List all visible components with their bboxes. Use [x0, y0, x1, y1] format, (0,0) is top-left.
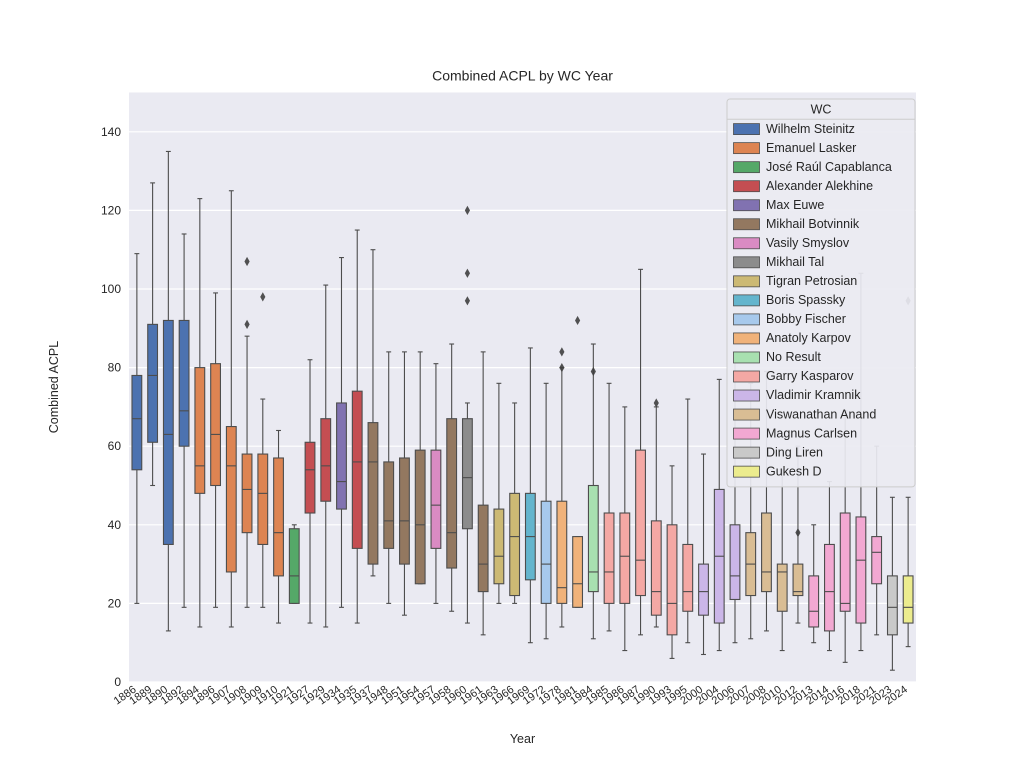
svg-text:José Raúl Capablanca: José Raúl Capablanca — [766, 160, 892, 174]
svg-text:40: 40 — [108, 518, 122, 532]
svg-text:Vladimir Kramnik: Vladimir Kramnik — [766, 388, 861, 402]
svg-text:Ding Liren: Ding Liren — [766, 445, 823, 459]
svg-text:Max Euwe: Max Euwe — [766, 198, 824, 212]
svg-text:WC: WC — [811, 103, 832, 117]
svg-text:Boris Spassky: Boris Spassky — [766, 293, 846, 307]
svg-text:No Result: No Result — [766, 350, 821, 364]
svg-text:Magnus Carlsen: Magnus Carlsen — [766, 426, 857, 440]
svg-text:Viswanathan Anand: Viswanathan Anand — [766, 407, 876, 421]
svg-text:Anatoly Karpov: Anatoly Karpov — [766, 331, 852, 345]
svg-text:Mikhail Botvinnik: Mikhail Botvinnik — [766, 217, 860, 231]
svg-text:Garry Kasparov: Garry Kasparov — [766, 369, 854, 383]
svg-text:Emanuel Lasker: Emanuel Lasker — [766, 141, 856, 155]
svg-text:Combined ACPL by WC Year: Combined ACPL by WC Year — [432, 68, 613, 84]
svg-text:Alexander Alekhine: Alexander Alekhine — [766, 179, 873, 193]
svg-text:Bobby Fischer: Bobby Fischer — [766, 312, 846, 326]
svg-text:120: 120 — [101, 203, 121, 217]
svg-text:100: 100 — [101, 282, 121, 296]
svg-text:Wilhelm Steinitz: Wilhelm Steinitz — [766, 122, 855, 136]
svg-text:Gukesh D: Gukesh D — [766, 464, 822, 478]
svg-text:60: 60 — [108, 439, 122, 453]
svg-text:140: 140 — [101, 125, 121, 139]
svg-text:Combined ACPL: Combined ACPL — [47, 341, 61, 433]
svg-text:Tigran Petrosian: Tigran Petrosian — [766, 274, 857, 288]
svg-text:0: 0 — [114, 675, 121, 689]
svg-text:80: 80 — [108, 361, 122, 375]
svg-text:Vasily Smyslov: Vasily Smyslov — [766, 236, 850, 250]
svg-text:20: 20 — [108, 596, 122, 610]
svg-text:Mikhail Tal: Mikhail Tal — [766, 255, 824, 269]
svg-text:Year: Year — [510, 732, 535, 746]
